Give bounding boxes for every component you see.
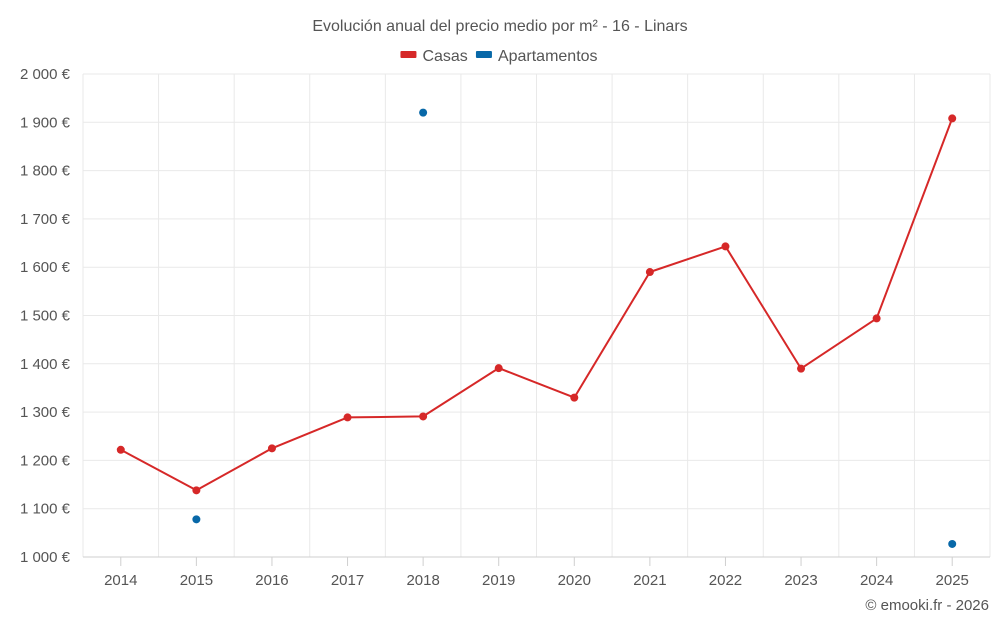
legend-label: Apartamentos	[498, 48, 598, 65]
data-point-casas	[343, 413, 352, 422]
legend-swatch	[400, 51, 417, 58]
y-tick-label: 1 500 €	[20, 308, 71, 325]
grid	[82, 73, 991, 557]
x-tick-label: 2018	[406, 572, 439, 589]
data-point-casas	[872, 314, 881, 323]
x-axis: 2014 2015 2016 2017 2018 2019 2020 2021 2022 2023…	[83, 556, 990, 589]
x-tick-label: 2017	[331, 572, 364, 589]
x-tick-label: 2025	[936, 572, 969, 589]
x-tick-label: 2016	[255, 572, 288, 589]
x-tick-label: 2023	[784, 572, 817, 589]
y-tick-label: 1 200 €	[20, 452, 71, 469]
series-line-casas	[120, 118, 954, 492]
legend: Casas Apartamentos	[400, 48, 598, 65]
data-point-apartamentos	[419, 108, 428, 117]
y-tick-label: 2 000 €	[20, 66, 71, 83]
y-tick-label: 1 900 €	[20, 114, 71, 131]
data-point-casas	[645, 268, 654, 277]
y-tick-label: 1 800 €	[20, 163, 71, 180]
legend-swatch	[475, 51, 492, 58]
y-tick-label: 1 100 €	[20, 501, 71, 518]
x-tick-label: 2022	[709, 572, 742, 589]
data-point-casas	[419, 412, 428, 421]
data-point-casas	[948, 114, 957, 123]
legend-label: Casas	[422, 48, 467, 65]
x-tick-label: 2015	[180, 572, 213, 589]
data-point-casas	[192, 486, 201, 495]
data-point-apartamentos	[192, 515, 201, 524]
data-point-casas	[267, 444, 276, 453]
plot-area	[116, 108, 957, 548]
data-point-casas	[721, 242, 730, 251]
data-point-apartamentos	[948, 539, 957, 548]
data-point-casas	[797, 364, 806, 373]
y-axis: 1 000 € 1 100 € 1 200 € 1 300 € 1 400 € 1 500…	[20, 66, 71, 566]
x-tick-label: 2024	[860, 572, 893, 589]
x-tick-label: 2020	[558, 572, 591, 589]
y-tick-label: 1 700 €	[20, 211, 71, 228]
y-tick-label: 1 400 €	[20, 356, 71, 373]
x-tick-label: 2019	[482, 572, 515, 589]
x-tick-label: 2021	[633, 572, 666, 589]
x-tick-label: 2014	[104, 572, 137, 589]
chart-title: Evolución anual del precio medio por m² …	[312, 18, 687, 35]
data-point-casas	[570, 393, 579, 402]
data-point-casas	[116, 445, 125, 454]
y-tick-label: 1 600 €	[20, 259, 71, 276]
y-tick-label: 1 300 €	[20, 404, 71, 421]
credit-label: © emooki.fr - 2026	[865, 597, 989, 614]
data-point-casas	[494, 364, 503, 373]
y-tick-label: 1 000 €	[20, 549, 71, 566]
